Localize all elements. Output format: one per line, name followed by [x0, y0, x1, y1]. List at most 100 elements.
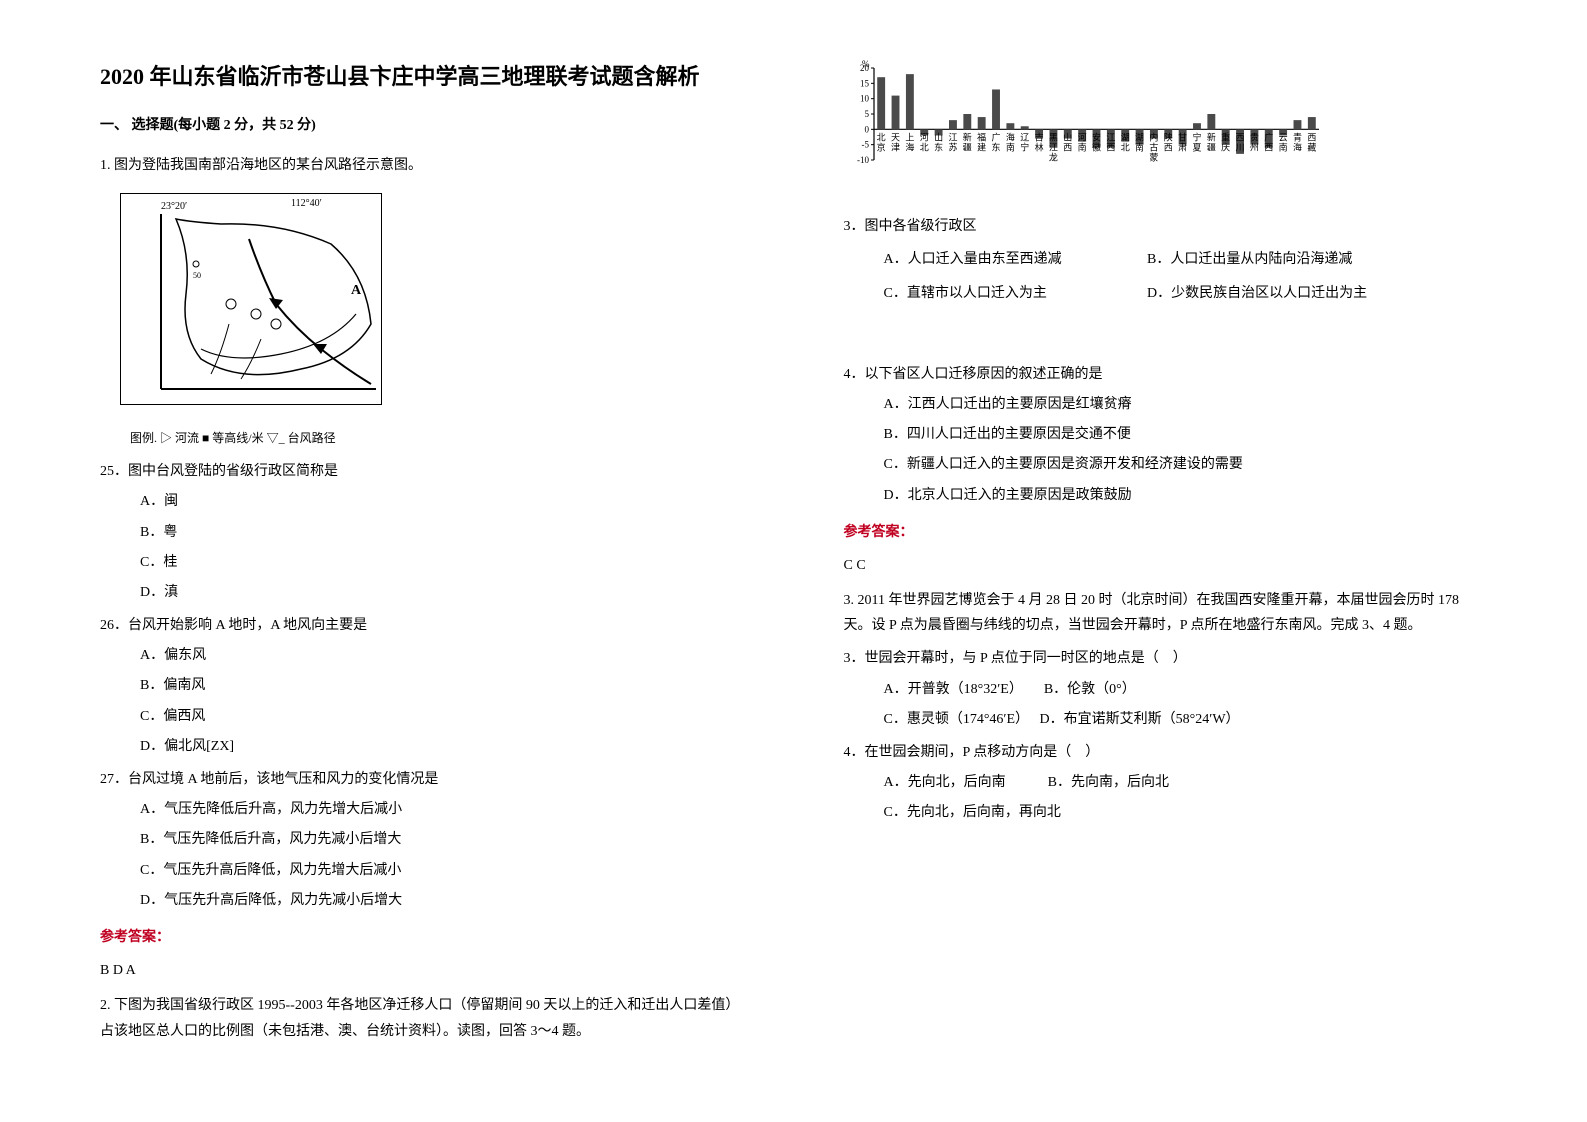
svg-text:南: 南 [1005, 141, 1014, 152]
q1-27-optA: A．气压先降低后升高，风力先增大后减小 [140, 797, 744, 822]
svg-text:夏: 夏 [1192, 142, 1201, 152]
svg-text:新: 新 [962, 131, 971, 142]
svg-text:北: 北 [919, 142, 928, 152]
q1-25-optC: C．桂 [140, 550, 744, 575]
q3-row1: A．人口迁入量由东至西递减 B．人口迁出量从内陆向沿海递减 [884, 247, 1488, 272]
svg-text:-5: -5 [861, 140, 869, 150]
q3-optB: B．人口迁出量从内陆向沿海递减 [1147, 247, 1407, 272]
q3-optD: D．少数民族自治区以人口迁出为主 [1147, 281, 1407, 306]
svg-text:西: 西 [1264, 142, 1273, 152]
page-title: 2020 年山东省临沂市苍山县卞庄中学高三地理联考试题含解析 [100, 60, 744, 93]
q1-25-optB: B．粤 [140, 520, 744, 545]
q5-3-rowCD: C．惠灵顿（174°46′E） D．布宜诺斯艾利斯（58°24′W） [884, 707, 1488, 732]
svg-text:山: 山 [934, 132, 943, 142]
svg-text:50: 50 [193, 271, 201, 280]
q5-stem: 3. 2011 年世界园艺博览会于 4 月 28 日 20 时（北京时间）在我国… [844, 588, 1488, 638]
q4-ref-ans-label: 参考答案： [844, 520, 1488, 545]
svg-text:西: 西 [1307, 132, 1316, 142]
svg-text:云: 云 [1278, 132, 1287, 142]
fig-lat-label: 23°20′ [161, 201, 187, 212]
svg-text:江: 江 [1048, 142, 1057, 152]
q1-25-optD: D．滇 [140, 580, 744, 605]
q1-caption: 图例. ▷ 河流 ■ 等高线/米 ▽_ 台风路径 [130, 428, 744, 450]
svg-text:广: 广 [1264, 131, 1273, 142]
q4-optD: D．北京人口迁入的主要原因是政策鼓励 [884, 483, 1488, 508]
q1-27-optC: C．气压先升高后降低，风力先增大后减小 [140, 858, 744, 883]
svg-text:宁: 宁 [1192, 131, 1201, 142]
svg-text:徽: 徽 [1091, 141, 1100, 152]
svg-text:内: 内 [1149, 131, 1158, 142]
q5-3-rowAB: A．开普敦（18°32′E） B．伦敦（0°） [884, 677, 1488, 702]
svg-text:福: 福 [977, 131, 986, 142]
svg-text:贵: 贵 [1249, 131, 1258, 142]
svg-text:天: 天 [891, 132, 900, 142]
q3-row2: C．直辖市以人口迁入为主 D．少数民族自治区以人口迁出为主 [884, 281, 1488, 306]
svg-text:广: 广 [991, 131, 1000, 142]
svg-text:海: 海 [1292, 141, 1301, 152]
svg-text:西: 西 [1063, 142, 1072, 152]
svg-text:15: 15 [860, 78, 870, 88]
svg-text:藏: 藏 [1307, 141, 1316, 152]
svg-text:南: 南 [1278, 141, 1287, 152]
svg-text:宁: 宁 [1020, 141, 1029, 152]
svg-text:上: 上 [905, 132, 914, 142]
svg-text:川: 川 [1235, 142, 1244, 152]
svg-text:蒙: 蒙 [1149, 151, 1158, 162]
svg-text:湖: 湖 [1135, 132, 1144, 142]
svg-text:河: 河 [919, 131, 928, 142]
q1-stem: 1. 图为登陆我国南部沿海地区的某台风路径示意图。 [100, 153, 744, 178]
svg-text:北: 北 [1120, 142, 1129, 152]
q1-26-optD: D．偏北风[ZX] [140, 734, 744, 759]
q4-optA: A．江西人口迁出的主要原因是红壤贫瘠 [884, 392, 1488, 417]
q1-sub27: 27．台风过境 A 地前后，该地气压和风力的变化情况是 [100, 767, 744, 792]
q1-sub25: 25．图中台风登陆的省级行政区简称是 [100, 459, 744, 484]
q2-chart: -10-505101520%北京天津上海河北山东江苏新疆福建广东海南辽宁吉林黑江… [844, 60, 1488, 199]
svg-text:林: 林 [1034, 141, 1043, 152]
svg-text:安: 安 [1091, 131, 1100, 142]
svg-text:河: 河 [1077, 131, 1086, 142]
q3-optC: C．直辖市以人口迁入为主 [884, 281, 1144, 306]
q1-27-optD: D．气压先升高后降低，风力先减小后增大 [140, 888, 744, 913]
q5-4-rowC: C．先向北，后向南，再向北 [884, 800, 1488, 825]
svg-text:西: 西 [1163, 142, 1172, 152]
svg-text:古: 古 [1149, 141, 1158, 152]
svg-text:辽: 辽 [1020, 132, 1029, 142]
svg-text:甘: 甘 [1178, 131, 1187, 142]
svg-text:西: 西 [1235, 132, 1244, 142]
svg-text:江: 江 [1106, 132, 1115, 142]
q1-25-optA: A．闽 [140, 489, 744, 514]
svg-text:山: 山 [1063, 132, 1072, 142]
q5-4-rowAB: A．先向北，后向南 B．先向南，后向北 [884, 770, 1488, 795]
svg-text:庆: 庆 [1221, 141, 1230, 152]
svg-text:东: 东 [991, 141, 1000, 152]
svg-text:南: 南 [1077, 141, 1086, 152]
svg-text:5: 5 [864, 109, 869, 119]
section-header: 一、 选择题(每小题 2 分，共 52 分) [100, 113, 744, 138]
svg-text:南: 南 [1135, 141, 1144, 152]
svg-text:东: 东 [934, 141, 943, 152]
svg-text:青: 青 [1292, 131, 1301, 142]
q1-26-optB: B．偏南风 [140, 673, 744, 698]
q4-stem: 4．以下省区人口迁移原因的叙述正确的是 [844, 362, 1488, 387]
svg-text:州: 州 [1249, 142, 1258, 152]
svg-text:-10: -10 [857, 155, 869, 165]
svg-text:重: 重 [1221, 131, 1230, 142]
q1-figure: 23°20′ 112°40′ A 50 [120, 193, 382, 405]
q3-optA: A．人口迁入量由东至西递减 [884, 247, 1144, 272]
q2-stem: 2. 下图为我国省级行政区 1995--2003 年各地区净迁移人口（停留期间 … [100, 993, 744, 1043]
svg-text:疆: 疆 [1206, 142, 1215, 152]
svg-text:湖: 湖 [1120, 132, 1129, 142]
svg-text:陕: 陕 [1163, 131, 1172, 142]
q5-sub4: 4．在世园会期间，P 点移动方向是（ ） [844, 740, 1488, 765]
svg-text:苏: 苏 [948, 141, 957, 152]
svg-text:新: 新 [1206, 131, 1215, 142]
svg-text:吉: 吉 [1034, 132, 1043, 142]
q4-optC: C．新疆人口迁入的主要原因是资源开发和经济建设的需要 [884, 452, 1488, 477]
q1-27-optB: B．气压先降低后升高，风力先减小后增大 [140, 827, 744, 852]
q1-26-optA: A．偏东风 [140, 643, 744, 668]
svg-text:西: 西 [1106, 142, 1115, 152]
q1-ans: B D A [100, 958, 744, 983]
svg-text:津: 津 [891, 142, 900, 152]
svg-text:北: 北 [876, 132, 885, 142]
q1-ref-ans-label: 参考答案： [100, 925, 744, 950]
